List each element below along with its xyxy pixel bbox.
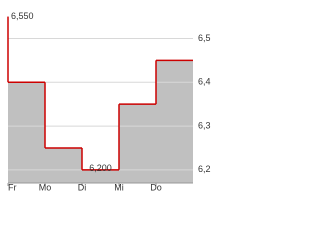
y-tick-label: 6,2 [198,164,211,174]
chart: 6,2 6,3 6,4 6,5 Fr Mo Di Mi Do 6,550 6,200 [7,11,211,192]
area-segment [45,147,82,183]
area-segment [119,104,156,183]
x-tick-label: Mo [39,182,52,192]
y-tick-label: 6,4 [198,77,211,87]
area-segment [156,60,193,183]
x-tick-label: Fr [8,182,17,192]
x-tick-label: Do [150,182,162,192]
area-segment [82,169,119,183]
area-segment [8,82,45,183]
y-tick-label: 6,5 [198,33,211,43]
x-tick-label: Di [78,182,87,192]
x-tick-label: Mi [114,182,124,192]
y-tick-label: 6,3 [198,120,211,130]
annotation: 6,550 [11,11,34,21]
annotation: 6,200 [89,163,112,173]
